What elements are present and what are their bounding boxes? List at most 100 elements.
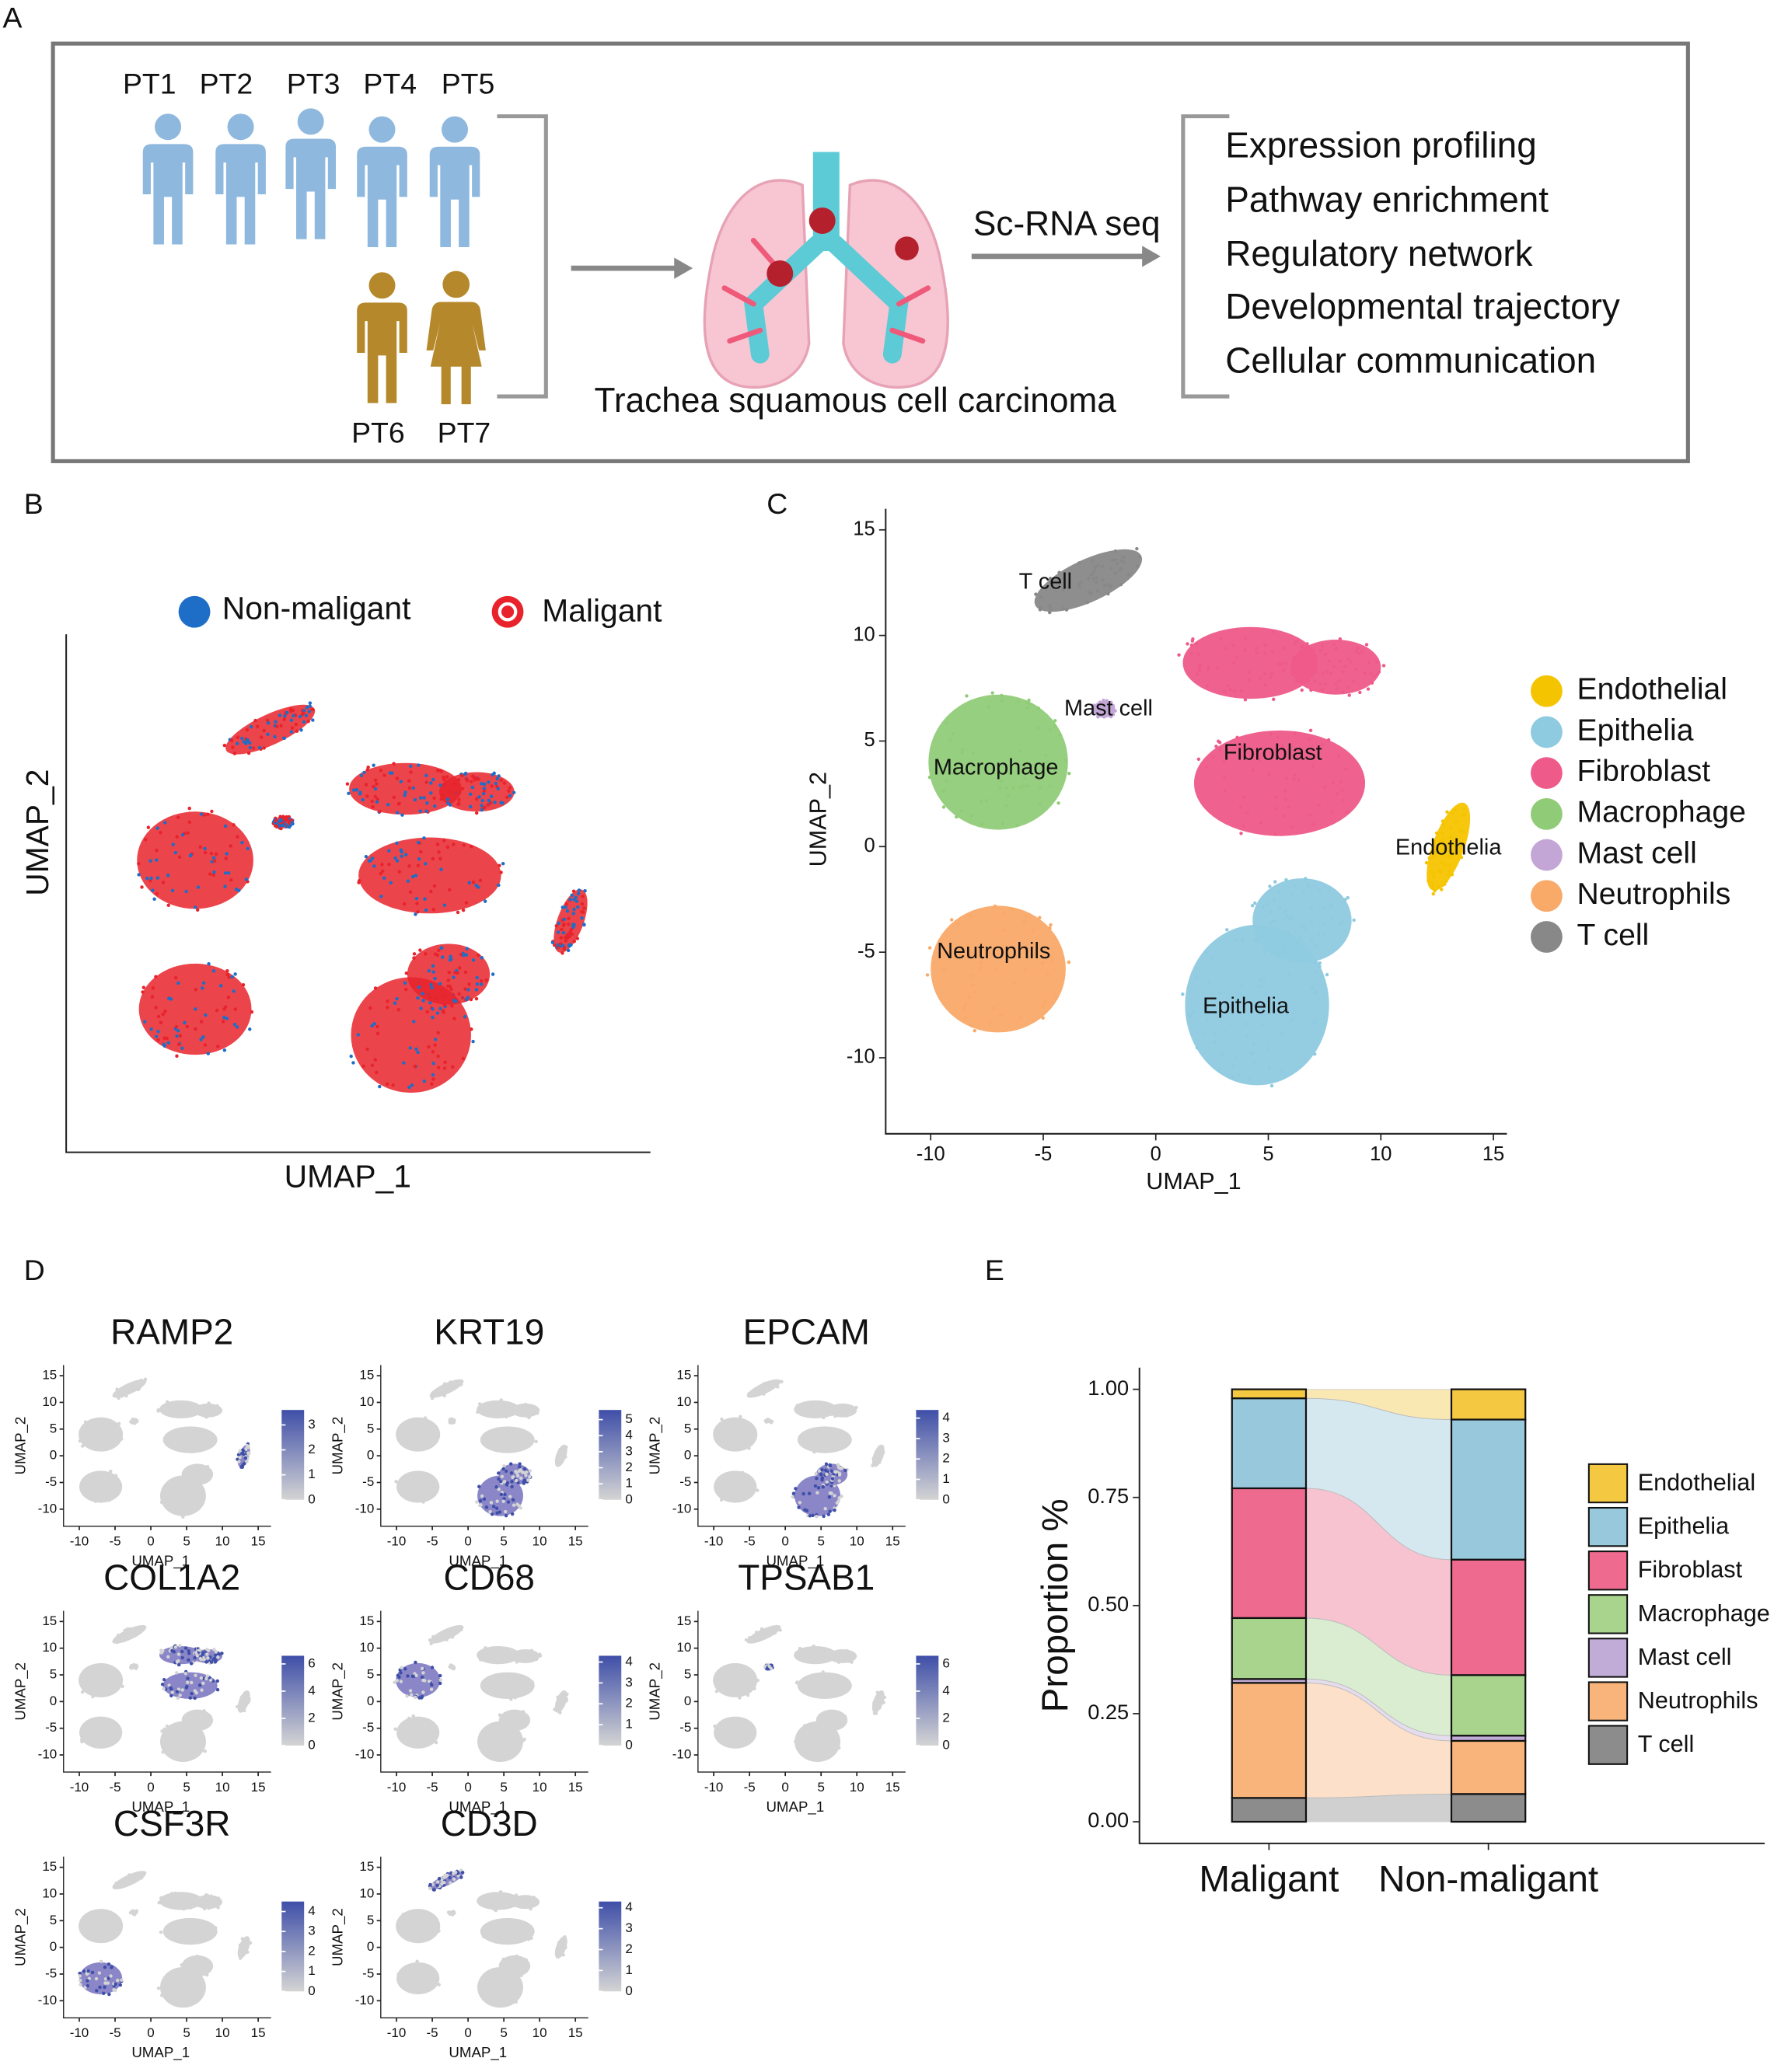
cell-dot <box>1303 926 1307 930</box>
cell-dot <box>1250 904 1255 908</box>
cell-dot <box>753 1430 757 1434</box>
cell-dot <box>448 1875 452 1880</box>
cell-dot <box>287 825 292 829</box>
cell-dot <box>1434 831 1439 835</box>
cell-dot <box>529 1648 534 1652</box>
color-tick-label: 1 <box>625 1717 632 1732</box>
cell-dot <box>1440 888 1444 891</box>
cell-dot <box>197 1903 201 1906</box>
cell-dot <box>1053 724 1057 728</box>
cell-dot <box>1448 835 1453 839</box>
cell-dot <box>1076 582 1081 587</box>
cell-dot <box>1352 918 1356 923</box>
cell-dot <box>538 1652 542 1656</box>
cell-dot <box>237 888 241 892</box>
cell-dot <box>505 1414 508 1419</box>
cell-dot <box>223 1005 228 1009</box>
x-tick-label: Non-maligant <box>1378 1859 1598 1900</box>
cell-dot <box>1297 658 1301 662</box>
cell-dot <box>211 873 215 877</box>
cell-dot <box>194 905 197 909</box>
cell-dot <box>805 1692 810 1696</box>
cell-dot <box>833 1406 836 1410</box>
cell-dot <box>979 961 983 965</box>
cell-dot <box>1311 651 1315 655</box>
cell-dot <box>506 1750 510 1754</box>
legend-label: Endothelial <box>1577 673 1727 706</box>
cell-dot <box>1218 991 1222 996</box>
axis-line <box>697 1610 906 1773</box>
cell-dot <box>387 849 391 853</box>
cell-dot <box>117 1678 121 1682</box>
cell-dot <box>515 1405 519 1409</box>
cell-dot <box>408 890 413 895</box>
cell-dot <box>202 1657 206 1662</box>
y-tick-label: -5 <box>362 1474 374 1489</box>
cell-dot <box>1113 709 1117 713</box>
cell-dot <box>1255 651 1259 655</box>
cell-dot <box>1177 653 1181 657</box>
color-tick-label: 6 <box>308 1655 315 1670</box>
color-tick-label: 6 <box>942 1655 949 1670</box>
legend-marker <box>1531 716 1563 748</box>
cell-dot <box>738 1696 742 1700</box>
cell-dot <box>480 808 484 812</box>
cell-dot <box>206 1052 211 1055</box>
cell-dot <box>878 1706 882 1710</box>
cell-dot <box>567 933 571 937</box>
cell-dot <box>88 1917 93 1921</box>
cell-dot <box>279 826 283 831</box>
cell-dot <box>154 1006 158 1010</box>
cell-dot <box>120 1394 124 1398</box>
cell-dot <box>423 897 427 901</box>
cell-dot <box>520 1470 525 1474</box>
cell-cluster <box>713 1662 758 1697</box>
cell-cluster <box>1193 730 1366 836</box>
cell-dot <box>361 797 365 802</box>
cell-dot <box>1313 678 1317 683</box>
cell-dot <box>555 1951 560 1955</box>
cell-dot <box>419 849 423 854</box>
cell-dot <box>169 1509 173 1512</box>
cell-dot <box>492 1414 497 1418</box>
cell-dot <box>757 1631 762 1635</box>
cell-dot <box>464 953 469 957</box>
cell-dot <box>1282 946 1287 950</box>
cell-dot <box>375 797 379 801</box>
cell-dot <box>1067 772 1071 776</box>
cell-dot <box>215 1679 219 1683</box>
cell-dot <box>201 1681 205 1686</box>
cell-dot <box>193 1655 197 1660</box>
cell-dot <box>175 1434 180 1438</box>
cell-dot <box>210 809 214 814</box>
cell-dot <box>99 1742 103 1746</box>
cell-dot <box>185 1401 190 1405</box>
cell-dot <box>438 1678 443 1682</box>
cluster-label: Neutrophils <box>937 939 1050 964</box>
cell-dot <box>522 1481 526 1485</box>
cell-dot <box>450 1635 455 1639</box>
cell-dot <box>430 1393 434 1397</box>
cell-dot <box>134 1875 138 1878</box>
cell-dot <box>1122 560 1126 564</box>
cell-dot <box>524 1958 528 1962</box>
cell-dot <box>820 1725 824 1728</box>
legend-swatch <box>1587 1594 1629 1634</box>
cell-dot <box>774 1624 779 1629</box>
cell-dot <box>246 1451 250 1455</box>
cell-dot <box>240 840 244 845</box>
panel-label: E <box>985 1254 1004 1286</box>
cell-dot <box>1058 733 1062 737</box>
cell-dot <box>836 1414 840 1418</box>
y-tick-label: 15 <box>42 1368 57 1383</box>
cell-dot <box>951 732 955 736</box>
cell-dot <box>492 1907 496 1911</box>
cell-dot <box>1280 662 1283 666</box>
cell-dot <box>239 1695 244 1699</box>
cell-dot <box>737 1719 741 1723</box>
cell-dot <box>403 987 408 992</box>
cell-dot <box>446 801 450 805</box>
color-bar <box>599 1901 622 1992</box>
cell-dot <box>833 1655 837 1659</box>
cell-dot <box>194 1719 198 1724</box>
